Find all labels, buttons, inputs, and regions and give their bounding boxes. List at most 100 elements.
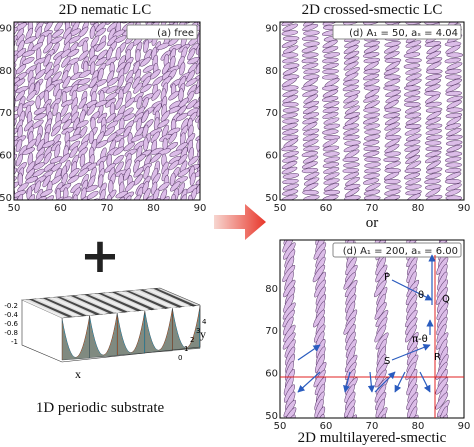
molecule	[467, 241, 474, 261]
molecule	[467, 301, 474, 321]
molecule	[25, 176, 39, 184]
molecule	[404, 90, 421, 97]
molecule	[445, 172, 462, 180]
molecule	[78, 196, 88, 200]
molecule	[465, 234, 474, 254]
molecule	[281, 112, 298, 119]
molecule	[405, 133, 422, 142]
y-tick-label: 3	[196, 327, 200, 335]
molecule	[364, 156, 381, 163]
molecule	[425, 117, 442, 125]
molecule	[302, 52, 319, 58]
molecule	[384, 51, 400, 59]
molecule	[69, 146, 79, 158]
panel-title: 2D nematic LC	[59, 2, 151, 18]
molecule	[425, 78, 442, 87]
molecule	[405, 184, 422, 190]
molecule	[344, 183, 361, 191]
molecule	[426, 61, 442, 71]
molecule	[425, 74, 442, 80]
molecule	[444, 123, 462, 130]
molecule	[134, 22, 144, 25]
molecule	[67, 48, 80, 58]
plot-frame	[13, 21, 201, 201]
molecule	[301, 35, 319, 42]
molecule	[444, 74, 462, 80]
molecule	[404, 95, 421, 103]
molecule	[89, 84, 98, 97]
y-axis-label: y	[200, 327, 206, 341]
molecule	[425, 188, 441, 197]
surface-wave	[61, 315, 90, 361]
molecule	[14, 77, 21, 85]
panel: (d) A₁ = 200, aₛ = 6.00 50 60 70 80 90 50 60 70 8…	[265, 234, 474, 432]
molecule	[34, 196, 47, 200]
molecule	[282, 67, 299, 76]
molecule	[143, 195, 154, 200]
molecule	[281, 160, 298, 170]
molecule	[425, 123, 443, 130]
surface-stripe	[153, 288, 197, 307]
molecule	[322, 138, 338, 148]
molecule	[344, 195, 361, 200]
molecule	[384, 138, 400, 148]
molecule	[363, 178, 380, 185]
molecule	[444, 57, 461, 64]
molecule	[152, 188, 160, 200]
molecule	[446, 128, 462, 136]
molecule	[425, 128, 442, 136]
panel-label: (a) free	[157, 28, 194, 39]
annotation: P	[384, 272, 390, 283]
molecule	[384, 144, 400, 153]
surface-front	[61, 305, 201, 361]
molecule	[363, 40, 380, 48]
molecule	[123, 195, 132, 200]
molecule	[384, 74, 401, 80]
molecule	[150, 131, 160, 143]
molecule	[302, 122, 318, 131]
molecule	[60, 104, 69, 117]
y-tick-label: 90	[0, 23, 12, 34]
molecule	[95, 57, 108, 66]
y-tick-label: 60	[0, 151, 12, 162]
molecule	[196, 104, 200, 117]
molecule	[301, 167, 319, 174]
molecule	[97, 49, 108, 60]
molecule	[26, 90, 37, 101]
molecule	[22, 56, 35, 65]
x-tick-label: 50	[274, 203, 287, 214]
molecule	[22, 50, 35, 57]
molecule	[88, 130, 95, 144]
molecule	[33, 113, 47, 121]
molecule	[197, 116, 200, 130]
molecule	[467, 308, 474, 328]
molecule	[282, 85, 299, 91]
molecule	[425, 145, 442, 152]
molecule	[322, 112, 339, 119]
molecule	[14, 139, 19, 151]
molecule	[44, 68, 54, 80]
molecule	[445, 90, 462, 97]
substrate-caption: 1D periodic substrate	[36, 400, 165, 416]
molecule	[14, 63, 17, 73]
molecule	[281, 78, 297, 87]
molecule	[193, 99, 200, 109]
molecule	[303, 100, 319, 109]
molecule	[179, 62, 186, 76]
molecule	[115, 46, 122, 61]
molecule	[195, 177, 200, 185]
direction-arrow	[297, 344, 321, 361]
y-tick-label: 4	[202, 318, 207, 326]
molecule	[444, 178, 462, 185]
direction-arrow	[391, 279, 433, 301]
molecule	[364, 129, 381, 135]
surface-wave	[89, 313, 118, 358]
surface-stripe	[28, 299, 73, 318]
molecule	[302, 189, 319, 196]
molecule	[104, 126, 115, 137]
molecule	[323, 172, 340, 180]
molecule	[445, 45, 461, 54]
surface-wave	[144, 308, 173, 354]
surface-stripe	[77, 294, 121, 314]
molecule	[375, 414, 386, 418]
